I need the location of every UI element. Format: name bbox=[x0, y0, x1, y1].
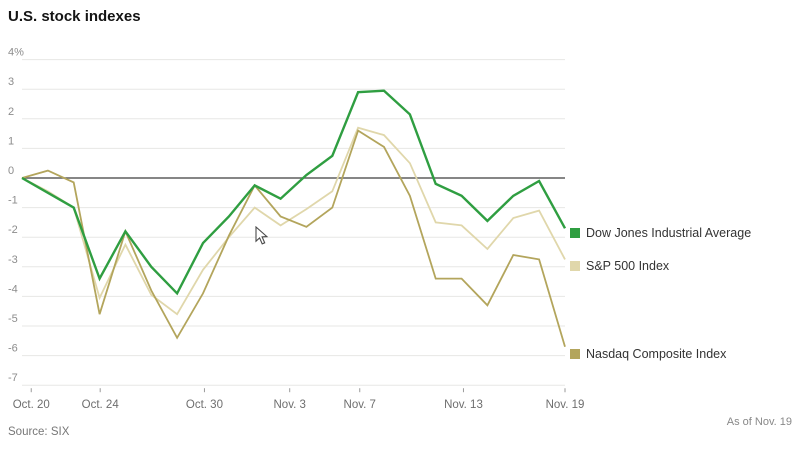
legend-label: S&P 500 Index bbox=[586, 259, 670, 273]
svg-text:Oct. 24: Oct. 24 bbox=[82, 399, 120, 411]
svg-text:4%: 4% bbox=[8, 47, 24, 59]
svg-text:Nov. 3: Nov. 3 bbox=[274, 399, 306, 411]
as-of-date-label: As of Nov. 19 bbox=[726, 416, 792, 428]
legend-item-dow: Dow Jones Industrial Average bbox=[570, 226, 751, 240]
svg-text:3: 3 bbox=[8, 76, 14, 88]
dow-legend-swatch-icon bbox=[570, 228, 580, 238]
source-attribution: Source: SIX bbox=[8, 426, 70, 438]
legend-item-nasdaq: Nasdaq Composite Index bbox=[570, 347, 726, 361]
mouse-cursor-icon bbox=[255, 226, 269, 245]
svg-text:-5: -5 bbox=[8, 313, 18, 325]
svg-text:-7: -7 bbox=[8, 372, 18, 384]
svg-text:-4: -4 bbox=[8, 283, 18, 295]
legend-label: Nasdaq Composite Index bbox=[586, 347, 727, 361]
sp500-legend-swatch-icon bbox=[570, 261, 580, 271]
legend-label: Dow Jones Industrial Average bbox=[586, 226, 752, 240]
svg-text:1: 1 bbox=[8, 135, 14, 147]
svg-text:-2: -2 bbox=[8, 224, 18, 236]
svg-text:2: 2 bbox=[8, 106, 14, 118]
svg-text:Nov. 13: Nov. 13 bbox=[444, 399, 483, 411]
svg-text:Oct. 20: Oct. 20 bbox=[13, 399, 50, 411]
legend-item-sp500: S&P 500 Index bbox=[570, 259, 669, 273]
page-title: U.S. stock indexes bbox=[8, 8, 141, 25]
svg-text:-3: -3 bbox=[8, 254, 18, 266]
svg-text:Nov. 7: Nov. 7 bbox=[344, 399, 376, 411]
svg-text:Nov. 19: Nov. 19 bbox=[546, 399, 585, 411]
nasdaq-legend-swatch-icon bbox=[570, 349, 580, 359]
svg-text:Oct. 30: Oct. 30 bbox=[186, 399, 223, 411]
svg-text:0: 0 bbox=[8, 165, 14, 177]
svg-text:-1: -1 bbox=[8, 195, 18, 207]
svg-text:-6: -6 bbox=[8, 343, 18, 355]
